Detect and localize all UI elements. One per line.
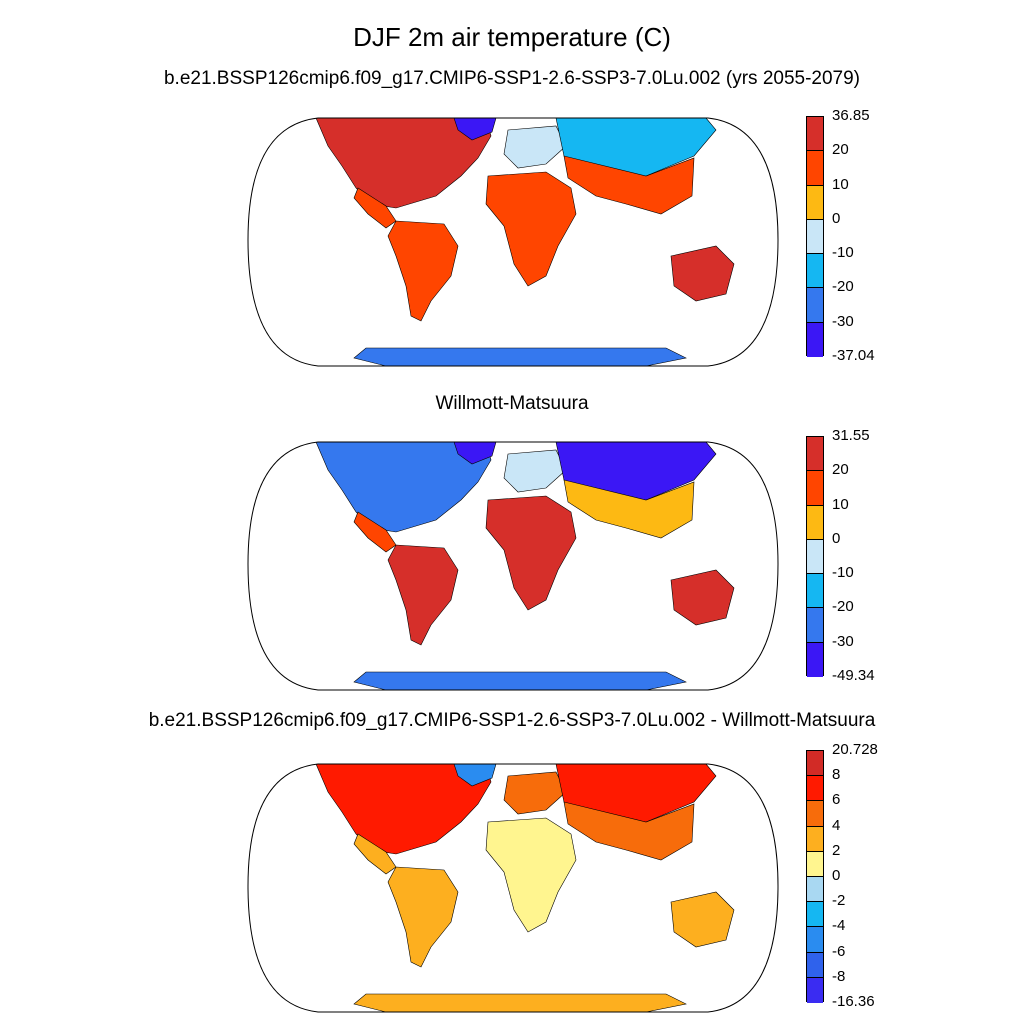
southern-asia-region xyxy=(563,479,695,539)
panel-3-map xyxy=(247,763,779,1013)
colorbar-label: -2 xyxy=(832,892,846,910)
colorbar-swatch xyxy=(807,505,823,540)
colorbar-label: -8 xyxy=(832,967,846,985)
figure-title: DJF 2m air temperature (C) xyxy=(353,22,671,52)
colorbar-strip xyxy=(806,750,824,1003)
southern-asia-region xyxy=(563,155,695,215)
africa-region xyxy=(485,171,577,287)
greenland-region xyxy=(453,442,497,465)
europe-region xyxy=(503,449,567,493)
colorbar-swatch xyxy=(807,574,823,609)
antarctica-region xyxy=(353,671,687,690)
colorbar-swatch xyxy=(807,751,823,777)
colorbar-swatch xyxy=(807,322,823,357)
africa-region xyxy=(485,495,577,611)
colorbar-swatch xyxy=(807,776,823,802)
colorbar-swatch xyxy=(807,539,823,575)
colorbar-label: -20 xyxy=(832,598,854,616)
colorbar-label: 20 xyxy=(832,141,849,159)
south-america-region xyxy=(387,866,459,968)
greenland-region xyxy=(453,764,497,787)
colorbar-label: -37.04 xyxy=(832,347,875,364)
colorbar-swatch xyxy=(807,952,823,978)
colorbar-swatch xyxy=(807,642,823,677)
colorbar-label: -10 xyxy=(832,564,854,582)
colorbar-label: 36.85 xyxy=(832,107,870,124)
colorbar-swatch xyxy=(807,151,823,186)
colorbar-swatch xyxy=(807,219,823,255)
colorbar-swatch xyxy=(807,117,823,152)
africa-region xyxy=(485,817,577,933)
colorbar-label: -30 xyxy=(832,312,854,330)
central-america-region xyxy=(353,833,397,875)
colorbar-strip xyxy=(806,436,824,677)
colorbar-swatch xyxy=(807,471,823,506)
colorbar-swatch xyxy=(807,977,823,1003)
central-america-region xyxy=(353,187,397,229)
map-outline xyxy=(247,117,779,367)
southern-asia-region xyxy=(563,801,695,861)
colorbar-label: -10 xyxy=(832,244,854,262)
map-outline xyxy=(247,441,779,691)
colorbar-label: 4 xyxy=(832,816,841,834)
colorbar-swatch xyxy=(807,185,823,220)
panel-1-title: b.e21.BSSP126cmip6.f09_g17.CMIP6-SSP1-2.… xyxy=(163,68,861,89)
colorbar-label: 31.55 xyxy=(832,427,870,444)
south-america-region xyxy=(387,220,459,322)
colorbar-swatch xyxy=(807,254,823,289)
colorbar-label: -20 xyxy=(832,278,854,296)
panel-1-map xyxy=(247,117,779,367)
colorbar-swatch xyxy=(807,801,823,827)
colorbar-label: -30 xyxy=(832,632,854,650)
colorbar-label: -4 xyxy=(832,917,846,935)
colorbar-swatch xyxy=(807,608,823,643)
colorbar-strip xyxy=(806,116,824,357)
australia-region xyxy=(670,891,735,948)
panel-3-title: b.e21.BSSP126cmip6.f09_g17.CMIP6-SSP1-2.… xyxy=(148,710,876,731)
europe-region xyxy=(503,771,567,815)
colorbar-swatch xyxy=(807,437,823,472)
australia-region xyxy=(670,245,735,302)
antarctica-region xyxy=(353,347,687,366)
antarctica-region xyxy=(353,993,687,1012)
colorbar-label: -16.36 xyxy=(832,993,875,1010)
colorbar-label: 10 xyxy=(832,175,849,193)
australia-region xyxy=(670,569,735,626)
central-america-region xyxy=(353,511,397,553)
europe-region xyxy=(503,125,567,169)
colorbar-label: 2 xyxy=(832,841,841,859)
map-outline xyxy=(247,763,779,1013)
greenland-region xyxy=(453,118,497,141)
colorbar-label: 0 xyxy=(832,209,841,227)
colorbar-label: 0 xyxy=(832,867,841,884)
colorbar-label: -49.34 xyxy=(832,667,875,684)
colorbar-swatch xyxy=(807,902,823,928)
colorbar-swatch xyxy=(807,288,823,323)
colorbar-label: 20 xyxy=(832,461,849,479)
colorbar-swatch xyxy=(807,876,823,903)
colorbar-label: 6 xyxy=(832,791,841,809)
colorbar-label: 0 xyxy=(832,529,841,547)
panel-2-map xyxy=(247,441,779,691)
colorbar-swatch xyxy=(807,826,823,852)
south-america-region xyxy=(387,544,459,646)
panel-2-title: Willmott-Matsuura xyxy=(435,393,589,414)
colorbar-swatch xyxy=(807,851,823,877)
colorbar-label: 8 xyxy=(832,766,841,784)
colorbar-swatch xyxy=(807,927,823,953)
colorbar-label: 10 xyxy=(832,495,849,513)
colorbar-label: -6 xyxy=(832,942,846,960)
colorbar-label: 20.728 xyxy=(832,741,878,758)
